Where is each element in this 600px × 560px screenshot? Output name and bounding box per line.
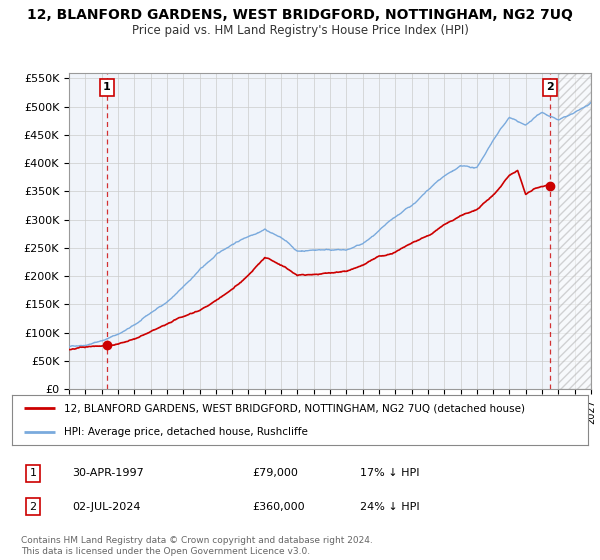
Text: 2: 2 xyxy=(547,82,554,92)
Text: 12, BLANFORD GARDENS, WEST BRIDGFORD, NOTTINGHAM, NG2 7UQ (detached house): 12, BLANFORD GARDENS, WEST BRIDGFORD, NO… xyxy=(64,403,525,413)
Text: £360,000: £360,000 xyxy=(252,502,305,512)
Text: 1: 1 xyxy=(103,82,111,92)
Text: 30-APR-1997: 30-APR-1997 xyxy=(72,468,144,478)
Text: 1: 1 xyxy=(29,468,37,478)
Text: 02-JUL-2024: 02-JUL-2024 xyxy=(72,502,140,512)
Text: 24% ↓ HPI: 24% ↓ HPI xyxy=(360,502,419,512)
Text: HPI: Average price, detached house, Rushcliffe: HPI: Average price, detached house, Rush… xyxy=(64,427,308,437)
Text: 17% ↓ HPI: 17% ↓ HPI xyxy=(360,468,419,478)
Text: Price paid vs. HM Land Registry's House Price Index (HPI): Price paid vs. HM Land Registry's House … xyxy=(131,24,469,37)
Text: Contains HM Land Registry data © Crown copyright and database right 2024.
This d: Contains HM Land Registry data © Crown c… xyxy=(21,536,373,556)
Text: 2: 2 xyxy=(29,502,37,512)
Text: 12, BLANFORD GARDENS, WEST BRIDGFORD, NOTTINGHAM, NG2 7UQ: 12, BLANFORD GARDENS, WEST BRIDGFORD, NO… xyxy=(27,8,573,22)
Text: £79,000: £79,000 xyxy=(252,468,298,478)
